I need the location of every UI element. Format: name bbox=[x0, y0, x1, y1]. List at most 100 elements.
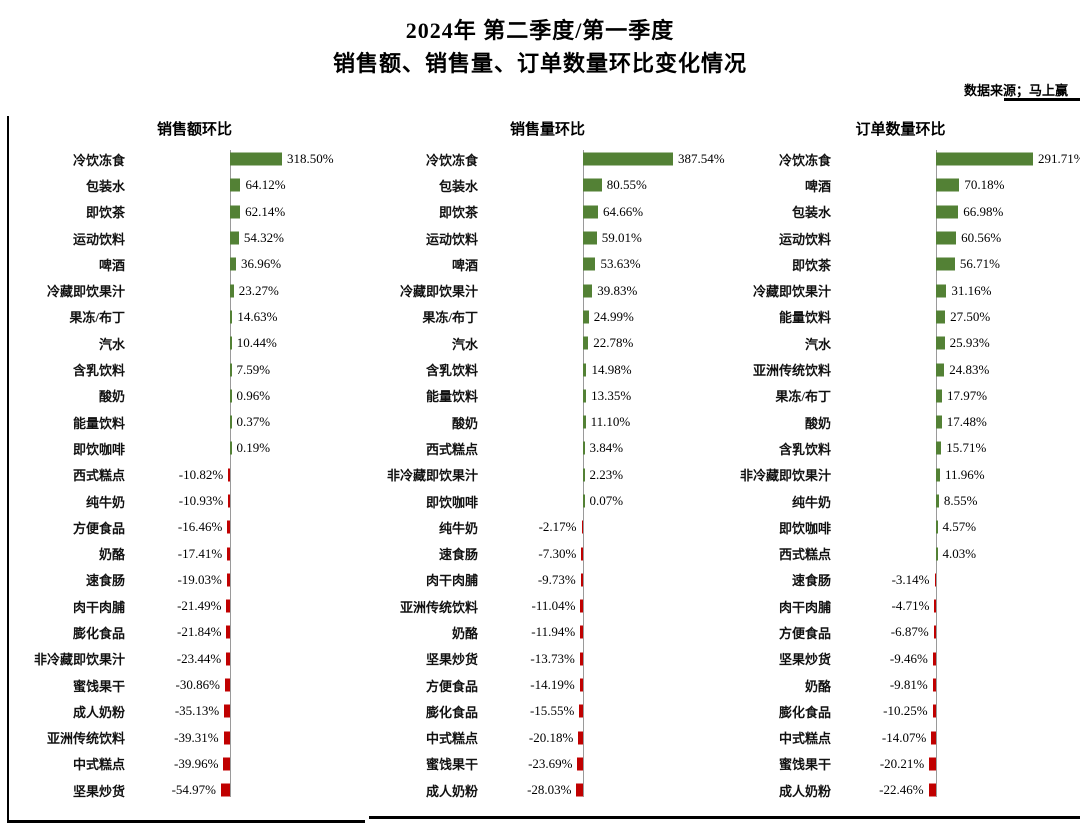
bar-row: 速食肠 -3.14% bbox=[724, 567, 1077, 593]
bar-plot: 27.50% bbox=[836, 304, 1077, 330]
chart-title: 订单数量环比 bbox=[855, 122, 946, 138]
positive-bar bbox=[583, 310, 589, 324]
positive-bar bbox=[936, 336, 945, 350]
bar-row: 能量饮料 0.37% bbox=[18, 409, 371, 435]
bar-row: 冷饮冻食 291.71% bbox=[724, 146, 1080, 172]
category-label: 即饮茶 bbox=[438, 205, 478, 221]
bar-row: 奶酪 -17.41% bbox=[18, 540, 371, 566]
bar-plot: 66.98% bbox=[836, 199, 1077, 225]
negative-bar bbox=[580, 599, 583, 613]
bar-row: 运动饮料 60.56% bbox=[724, 225, 1077, 251]
bar-row: 方便食品 -16.46% bbox=[18, 514, 371, 540]
bar-row: 纯牛奶 8.55% bbox=[724, 488, 1077, 514]
category-label: 含乳饮料 bbox=[778, 441, 831, 457]
value-label: -14.19% bbox=[530, 677, 575, 693]
bar-row: 冷饮冻食 318.50% bbox=[18, 146, 371, 172]
value-label: 2.23% bbox=[589, 466, 624, 482]
bar-row: 即饮茶 56.71% bbox=[724, 251, 1077, 277]
value-label: -35.13% bbox=[174, 703, 220, 719]
category-label: 肉干肉脯 bbox=[425, 573, 478, 589]
positive-bar bbox=[936, 389, 942, 403]
category-label: 方便食品 bbox=[72, 520, 125, 536]
bar-plot: 4.57% bbox=[836, 514, 1077, 540]
positive-bar bbox=[583, 363, 587, 377]
bar-plot: 318.50% bbox=[130, 146, 371, 172]
bar-plot: -23.69% bbox=[483, 751, 724, 777]
value-label: 0.07% bbox=[589, 493, 624, 508]
positive-bar bbox=[583, 284, 593, 298]
bar-plot: -9.73% bbox=[483, 567, 724, 593]
negative-bar bbox=[223, 731, 230, 745]
positive-bar bbox=[936, 415, 942, 429]
category-label: 冷藏即饮果汁 bbox=[399, 284, 478, 300]
category-label: 方便食品 bbox=[778, 625, 831, 641]
value-label: -23.69% bbox=[528, 755, 573, 771]
bar-row: 纯牛奶 -10.93% bbox=[18, 488, 371, 514]
chart-plot-area: 冷饮冻食 318.50% 包装水 64.12% 即饮茶 62.14% 运动饮料 54.32% 啤… bbox=[18, 146, 371, 803]
positive-bar bbox=[230, 336, 232, 350]
positive-bar bbox=[230, 231, 239, 245]
bar-plot: 10.44% bbox=[130, 330, 371, 356]
bar-row: 成人奶粉 -22.46% bbox=[724, 777, 1077, 803]
category-label: 方便食品 bbox=[425, 678, 478, 694]
bar-row: 中式糕点 -20.18% bbox=[371, 725, 724, 751]
value-label: -4.71% bbox=[891, 598, 930, 614]
bar-row: 坚果炒货 -54.97% bbox=[18, 777, 371, 803]
bar-plot: 80.55% bbox=[483, 172, 724, 198]
bar-plot: 387.54% bbox=[483, 146, 725, 172]
bar-plot: 0.96% bbox=[130, 383, 371, 409]
value-label: -9.73% bbox=[537, 571, 576, 587]
bar-plot: 3.84% bbox=[483, 435, 724, 461]
value-label: -7.30% bbox=[538, 545, 577, 561]
category-label: 坚果炒货 bbox=[425, 652, 478, 668]
bar-plot: 31.16% bbox=[836, 277, 1077, 303]
category-label: 成人奶粉 bbox=[72, 704, 125, 720]
bar-plot: 64.66% bbox=[483, 199, 724, 225]
bar-row: 非冷藏即饮果汁 -23.44% bbox=[18, 646, 371, 672]
bar-plot: 11.10% bbox=[483, 409, 724, 435]
value-label: -3.14% bbox=[891, 571, 930, 587]
bar-plot: -39.96% bbox=[130, 751, 371, 777]
value-label: -20.21% bbox=[879, 755, 925, 771]
value-label: 31.16% bbox=[951, 282, 992, 298]
bar-plot: 0.07% bbox=[483, 488, 724, 514]
negative-bar bbox=[578, 731, 583, 745]
bar-plot: 53.63% bbox=[483, 251, 724, 277]
bar-plot: 291.71% bbox=[836, 146, 1080, 172]
bar-row: 膨化食品 -15.55% bbox=[371, 698, 724, 724]
bar-plot: -35.13% bbox=[130, 698, 371, 724]
value-label: 0.19% bbox=[236, 440, 271, 456]
value-label: 3.84% bbox=[589, 440, 624, 456]
positive-bar bbox=[936, 231, 957, 245]
category-label: 冷饮冻食 bbox=[72, 152, 125, 168]
bar-row: 西式糕点 4.03% bbox=[724, 540, 1077, 566]
category-label: 冷饮冻食 bbox=[425, 152, 478, 168]
category-label: 啤酒 bbox=[98, 257, 125, 273]
category-label: 酸奶 bbox=[98, 389, 125, 405]
positive-bar bbox=[936, 205, 959, 219]
category-label: 纯牛奶 bbox=[438, 520, 478, 536]
value-label: 80.55% bbox=[606, 177, 647, 193]
category-label: 西式糕点 bbox=[72, 468, 125, 484]
bar-plot: 15.71% bbox=[836, 435, 1077, 461]
bar-row: 啤酒 70.18% bbox=[724, 172, 1077, 198]
positive-bar bbox=[936, 520, 938, 534]
bar-plot: -11.04% bbox=[483, 593, 724, 619]
positive-bar bbox=[936, 178, 960, 192]
category-label: 中式糕点 bbox=[72, 757, 125, 773]
value-label: 27.50% bbox=[950, 308, 991, 324]
bar-plot: -54.97% bbox=[130, 777, 371, 803]
value-label: 13.35% bbox=[591, 387, 632, 403]
negative-bar bbox=[579, 652, 583, 666]
value-label: -11.94% bbox=[531, 624, 576, 640]
category-label: 成人奶粉 bbox=[425, 783, 478, 799]
negative-bar bbox=[227, 547, 230, 561]
value-label: -21.49% bbox=[177, 598, 222, 614]
bar-plot: -30.86% bbox=[130, 672, 371, 698]
bar-plot: -20.18% bbox=[483, 725, 724, 751]
bar-plot: -6.87% bbox=[836, 619, 1077, 645]
positive-bar bbox=[936, 152, 1033, 166]
bar-row: 蜜饯果干 -23.69% bbox=[371, 751, 724, 777]
negative-bar bbox=[226, 573, 230, 587]
category-label: 坚果炒货 bbox=[778, 652, 831, 668]
